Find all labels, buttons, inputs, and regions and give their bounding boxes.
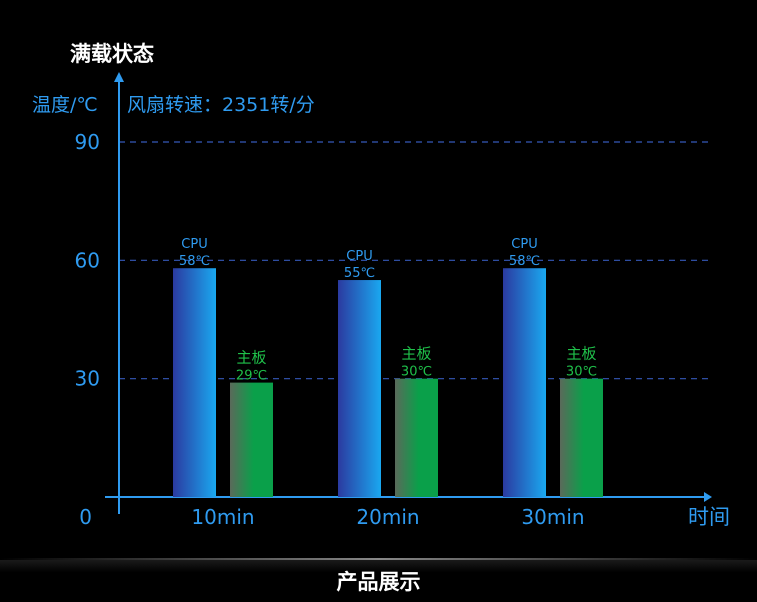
bar-board — [230, 382, 273, 497]
bar-value-label-board: 30℃ — [566, 365, 597, 380]
fan-speed-text: 风扇转速：2351转/分 — [127, 94, 315, 116]
bar-series-label-board: 主板 — [401, 345, 431, 363]
footer-title: 产品展示 — [336, 570, 421, 594]
y-axis-label: 温度/℃ — [32, 94, 98, 116]
bar-series-label-cpu: CPU — [346, 249, 372, 264]
bar-series-label-board: 主板 — [236, 349, 266, 367]
bar-cpu — [503, 268, 546, 497]
y-tick-label: 30 — [75, 367, 100, 391]
footer-bar — [0, 560, 757, 602]
y-tick-label: 60 — [75, 248, 100, 272]
x-tick-label: 10min — [191, 505, 254, 529]
bar-board — [560, 378, 603, 497]
bar-value-label-cpu: 55℃ — [344, 266, 375, 281]
bar-cpu — [338, 280, 381, 497]
bar-value-label-cpu: 58℃ — [179, 254, 210, 269]
bar-series-label-cpu: CPU — [181, 237, 207, 252]
x-tick-label: 20min — [356, 505, 419, 529]
y-tick-label: 90 — [75, 130, 100, 154]
bar-value-label-board: 30℃ — [401, 365, 432, 380]
bar-value-label-board: 29℃ — [236, 369, 267, 384]
x-axis-arrow — [704, 492, 712, 502]
chart-title: 满载状态 — [70, 42, 154, 66]
footer-divider — [0, 558, 757, 560]
bar-chart: 0 30 60 90 时间 10min CPU 58℃ 主板 29℃ 20min CPU 55℃ 主板 30… — [75, 72, 730, 529]
y-axis-arrow — [114, 72, 124, 82]
bar-series-label-board: 主板 — [566, 345, 596, 363]
bar-value-label-cpu: 58℃ — [509, 254, 540, 269]
y-tick-label: 0 — [79, 505, 92, 529]
x-tick-label: 30min — [521, 505, 584, 529]
bar-series-label-cpu: CPU — [511, 237, 537, 252]
bar-cpu — [173, 268, 216, 497]
bar-board — [395, 378, 438, 497]
x-axis-title: 时间 — [688, 505, 730, 529]
